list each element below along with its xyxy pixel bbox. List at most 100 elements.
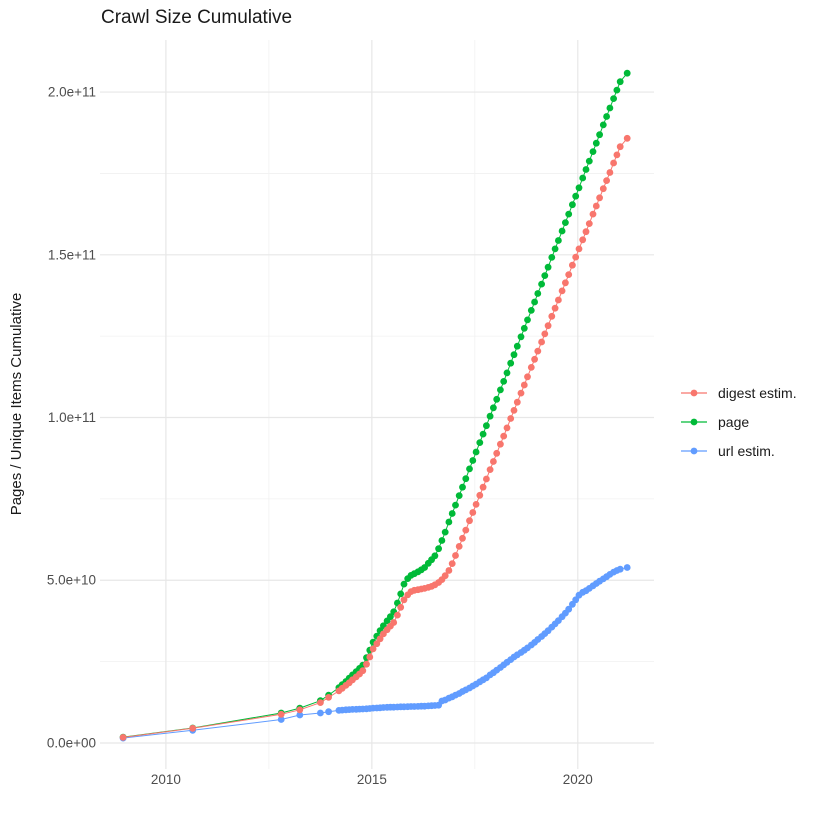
data-point-digest-estim <box>459 534 466 542</box>
data-point-page <box>582 166 590 173</box>
data-point-page <box>606 104 614 112</box>
data-point-page <box>486 412 494 420</box>
data-point-digest-estim <box>513 398 521 406</box>
data-point-digest-estim <box>551 304 559 312</box>
chart-title: Crawl Size Cumulative <box>101 7 292 28</box>
data-point-digest-estim <box>189 724 197 732</box>
data-point-page <box>445 518 453 526</box>
data-point-page <box>472 448 480 456</box>
data-point-digest-estim <box>616 143 624 151</box>
data-point-digest-estim <box>503 424 511 432</box>
data-point-page <box>448 510 456 517</box>
data-point-page <box>490 404 497 412</box>
x-tick-label: 2020 <box>563 772 593 787</box>
data-point-page <box>431 552 439 560</box>
y-tick-label: 1.5e+11 <box>48 247 96 262</box>
data-point-digest-estim <box>541 330 549 338</box>
legend-key-dot <box>690 418 698 425</box>
data-point-digest-estim <box>531 355 538 363</box>
data-point-digest-estim <box>469 509 477 516</box>
gridlines <box>100 40 654 769</box>
data-point-page <box>476 439 484 446</box>
data-point-page <box>531 298 538 306</box>
series-page <box>119 69 631 741</box>
legend-label: url estim. <box>718 442 775 459</box>
y-tick-label: 5.0e+10 <box>47 573 96 588</box>
data-point-page <box>483 422 490 430</box>
data-point-page <box>500 378 508 385</box>
legend-label: page <box>718 413 750 430</box>
data-point-digest-estim <box>325 694 332 701</box>
data-point-digest-estim <box>592 202 600 210</box>
data-point-page <box>548 254 556 261</box>
data-point-page <box>397 590 405 598</box>
data-point-page <box>616 78 624 86</box>
data-point-digest-estim <box>366 653 374 661</box>
series-url-estim <box>119 564 631 742</box>
data-point-page <box>452 501 459 509</box>
y-tick-label: 2.0e+11 <box>48 85 96 100</box>
data-point-page <box>387 613 394 621</box>
data-point-digest-estim <box>558 287 566 295</box>
data-point-digest-estim <box>603 177 610 185</box>
data-point-digest-estim <box>524 373 531 381</box>
data-point-page <box>479 430 487 438</box>
data-point-page <box>603 113 610 120</box>
data-point-page <box>438 537 446 544</box>
legend-key-dot <box>690 389 698 396</box>
data-point-digest-estim <box>572 253 580 261</box>
data-point-page <box>534 290 542 297</box>
data-point-digest-estim <box>466 517 473 525</box>
data-point-digest-estim <box>575 245 583 253</box>
data-point-page <box>503 369 511 377</box>
data-point-digest-estim <box>610 159 617 167</box>
data-point-page <box>538 280 545 288</box>
data-point-digest-estim <box>569 261 576 269</box>
data-point-digest-estim <box>493 449 501 457</box>
data-point-digest-estim <box>445 567 453 574</box>
data-point-digest-estim <box>582 228 590 236</box>
data-point-digest-estim <box>479 483 487 491</box>
legend-key-icon <box>681 418 707 425</box>
data-point-digest-estim <box>400 596 408 604</box>
data-point-page <box>572 192 580 200</box>
data-point-digest-estim <box>472 501 480 508</box>
data-point-page <box>562 219 569 227</box>
data-point-page <box>575 184 583 192</box>
data-point-digest-estim <box>119 734 127 741</box>
data-point-digest-estim <box>497 440 504 448</box>
data-point-digest-estim <box>527 364 535 371</box>
data-point-page <box>613 86 621 94</box>
data-point-page <box>459 483 466 491</box>
data-point-page <box>610 95 617 102</box>
data-point-page <box>462 475 470 483</box>
data-point-page <box>513 342 521 350</box>
data-point-digest-estim <box>476 491 484 499</box>
data-point-digest-estim <box>394 611 401 619</box>
data-point-digest-estim <box>510 407 518 414</box>
data-point-digest-estim <box>520 381 528 389</box>
data-point-digest-estim <box>613 151 621 159</box>
data-point-digest-estim <box>606 169 614 176</box>
data-point-page <box>569 201 576 209</box>
data-point-digest-estim <box>565 271 573 278</box>
data-point-page <box>565 210 573 218</box>
data-point-digest-estim <box>452 552 459 559</box>
data-point-digest-estim <box>373 640 381 648</box>
data-point-page <box>520 324 528 332</box>
data-point-url-estim <box>623 564 631 571</box>
data-point-digest-estim <box>369 645 377 653</box>
data-point-page <box>592 139 600 147</box>
y-axis-title: Pages / Unique Items Cumulative <box>8 293 25 516</box>
legend-key-dot <box>690 447 698 454</box>
data-point-digest-estim <box>500 432 508 440</box>
data-point-page <box>558 227 566 235</box>
data-point-digest-estim <box>579 236 587 244</box>
data-point-page <box>469 457 477 464</box>
data-point-page <box>585 157 593 165</box>
x-tick-label: 2015 <box>357 772 387 787</box>
data-point-page <box>524 316 531 324</box>
y-tick-label: 1.0e+11 <box>48 410 96 425</box>
